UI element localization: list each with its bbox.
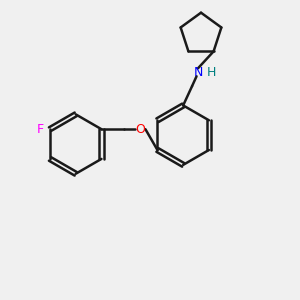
Text: O: O (135, 123, 145, 136)
Text: H: H (206, 66, 216, 79)
Text: F: F (36, 123, 43, 136)
Text: N: N (193, 66, 203, 79)
